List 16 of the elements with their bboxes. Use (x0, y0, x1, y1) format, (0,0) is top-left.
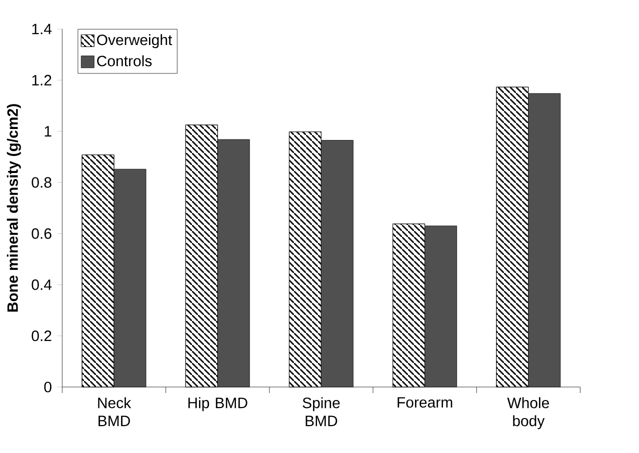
x-tick-label: Whole body (507, 397, 549, 430)
y-tick-label: 1.2 (32, 74, 52, 86)
y-tick-label: 0.6 (32, 228, 52, 239)
y-axis-title: Bone mineral density (g/cm2) (6, 104, 21, 312)
y-tick-label: 0 (44, 382, 52, 392)
x-tick-label: Hip BMD (188, 397, 248, 412)
x-tick-label: Spine BMD (302, 397, 340, 426)
y-tick-label: 0.2 (32, 330, 52, 342)
legend-label: Overweight (97, 34, 172, 48)
y-tick-label: 0.8 (32, 177, 52, 188)
legend-label: Controls (97, 55, 152, 66)
x-tick-label: Forearm (398, 397, 452, 408)
y-tick-label: 1.4 (32, 24, 52, 34)
y-tick-label: 0.4 (32, 279, 52, 290)
y-tick-label: 1 (44, 126, 52, 136)
x-tick-label: Neck BMD (98, 397, 132, 426)
